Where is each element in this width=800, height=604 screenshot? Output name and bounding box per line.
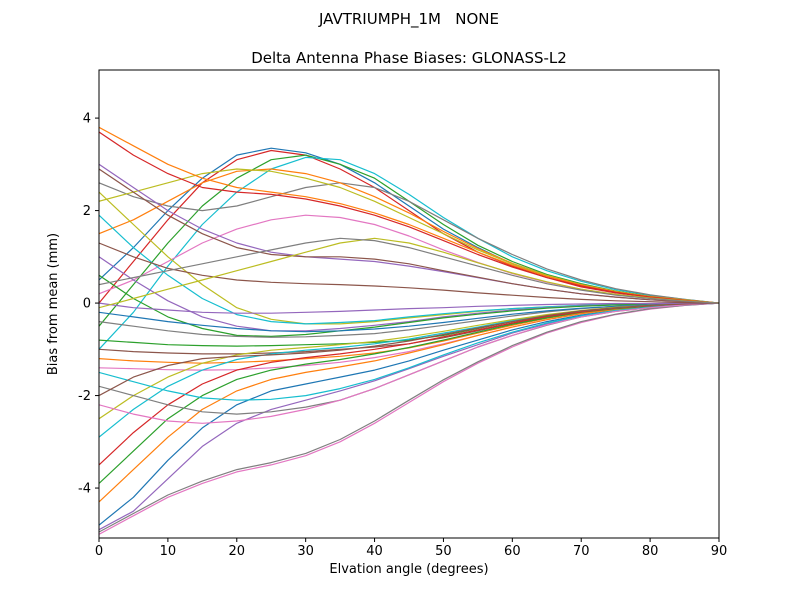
series-line (99, 302, 719, 503)
x-tick-label: 0 (95, 544, 103, 559)
y-axis-label: Bias from mean (mm) (46, 233, 61, 375)
series-line (99, 237, 719, 309)
series-line (99, 156, 719, 350)
axes-title: Delta Antenna Phase Biases: GLONASS-L2 (251, 49, 567, 67)
y-tick-label: -4 (78, 482, 91, 497)
x-tick-label: 10 (160, 544, 177, 559)
series-line (99, 302, 719, 401)
series-line (99, 131, 719, 304)
series-group (99, 126, 719, 535)
series-line (99, 302, 719, 466)
x-axis-label: Elvation angle (degrees) (329, 562, 488, 577)
series-line (99, 302, 719, 535)
series-line (99, 302, 719, 533)
y-tick-label: 2 (83, 204, 91, 219)
series-line (99, 302, 719, 333)
x-tick-label: 90 (711, 544, 728, 559)
x-tick-label: 60 (504, 544, 521, 559)
series-line (99, 168, 719, 304)
x-tick-label: 50 (435, 544, 452, 559)
series-line (99, 302, 719, 415)
x-tick-label: 70 (573, 544, 590, 559)
series-line (99, 302, 719, 314)
plot-frame (98, 69, 720, 539)
x-tick-label: 40 (366, 544, 383, 559)
axes-group: 0 10 20 30 40 50 60 70 80 90 -4 -2 0 2 4 (78, 112, 727, 559)
y-tick-label: -2 (78, 389, 91, 404)
x-tick-label: 20 (229, 544, 246, 559)
y-tick-label: 4 (83, 112, 91, 127)
series-line (99, 302, 719, 424)
series-line (99, 237, 719, 304)
x-tick-label: 80 (642, 544, 659, 559)
series-line (99, 147, 719, 304)
figure-suptitle: JAVTRIUMPH_1M NONE (318, 10, 499, 29)
series-line (99, 274, 719, 337)
x-tick-label: 30 (297, 544, 314, 559)
series-line (99, 182, 719, 304)
series-line (99, 302, 719, 397)
series-line (99, 242, 719, 304)
y-tick-label: 0 (83, 297, 91, 312)
